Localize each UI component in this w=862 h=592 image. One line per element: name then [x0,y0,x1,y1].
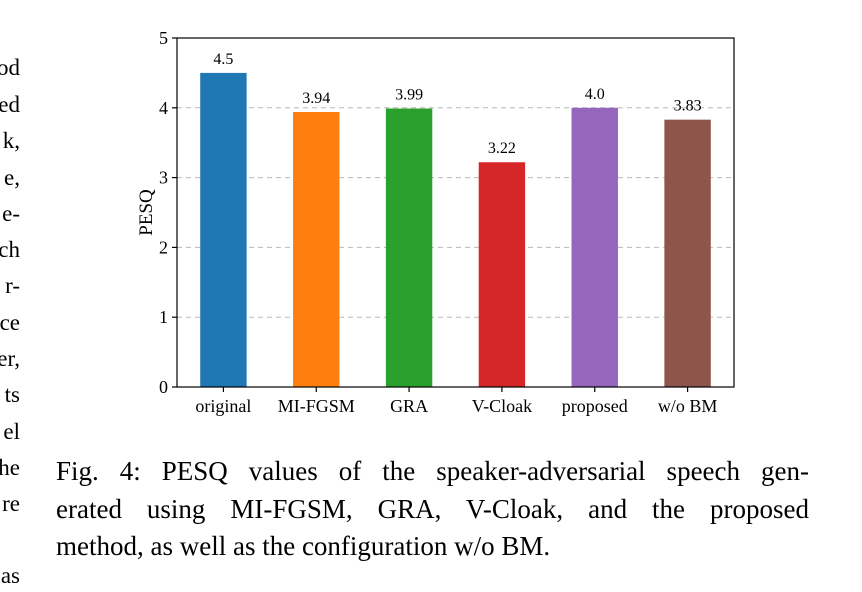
left-text-fragment: k, [2,128,20,153]
left-text-fragment: er, [0,346,20,371]
left-text-fragment: e- [2,201,20,226]
y-tick-label: 5 [159,28,168,48]
x-tick-label: w/o BM [658,396,718,416]
bar-gra [385,108,433,388]
bars [200,72,711,388]
bar-mi-fgsm [293,111,340,387]
plot-frame [176,37,735,388]
left-text-fragment: ce [0,310,20,335]
figure-caption: Fig. 4: PESQ values of the speaker-adver… [56,453,809,566]
left-column-text-fragments: od ed k, e, e-ch r-ce er, ts el he re as [0,0,30,592]
x-tick-label: MI-FGSM [278,396,355,416]
left-text-fragment: ed [0,92,20,117]
pesq-bar-chart: 4.5 3.94 3.99 3.22 4.0 3.83 0 1 2 3 4 5 original MI-… [136,28,735,416]
axis-ticks: 0 1 2 3 4 5 original MI-FGSM GRA V-Cloak proposed w… [159,28,717,416]
x-tick-label: proposed [562,396,628,416]
bar-proposed [571,107,618,388]
value-label: 3.22 [488,140,516,157]
y-tick-label: 0 [159,377,168,397]
bar-v-cloak [478,162,526,387]
grid-lines [177,107,734,318]
caption-line: Fig. 4: PESQ values of the speaker-adver… [56,456,809,486]
y-tick-label: 4 [159,98,168,118]
left-text-fragment: e, [4,165,20,190]
value-label: 4.5 [213,51,233,68]
value-label: 3.99 [395,86,423,103]
y-tick-label: 1 [159,307,168,327]
value-label: 4.0 [585,86,605,103]
caption-line: erated using MI-FGSM, GRA, V-Cloak, and … [56,493,809,524]
left-text-fragment: ts [4,382,20,407]
left-text-fragment: re [2,491,20,516]
x-tick-label: V-Cloak [472,396,532,416]
x-tick-label: original [195,396,251,416]
left-text-fragment: r- [5,273,20,298]
value-labels: 4.5 3.94 3.99 3.22 4.0 3.83 [213,51,701,157]
left-text-fragment: od [0,55,20,80]
y-axis-label: PESQ [136,189,157,236]
left-text-fragment: el [3,419,20,444]
value-label: 3.94 [302,90,330,107]
bar-original [200,72,247,388]
value-label: 3.83 [674,98,702,115]
left-text-fragment: ch [0,237,20,262]
left-text-fragment: he [0,455,20,480]
y-tick-label: 2 [159,237,168,257]
left-text-fragment: as [0,563,20,588]
y-tick-label: 3 [159,168,168,188]
x-tick-label: GRA [390,396,428,416]
bar-w-o-bm [664,119,711,387]
caption-line: method, as well as the configuration w/o… [56,531,551,561]
